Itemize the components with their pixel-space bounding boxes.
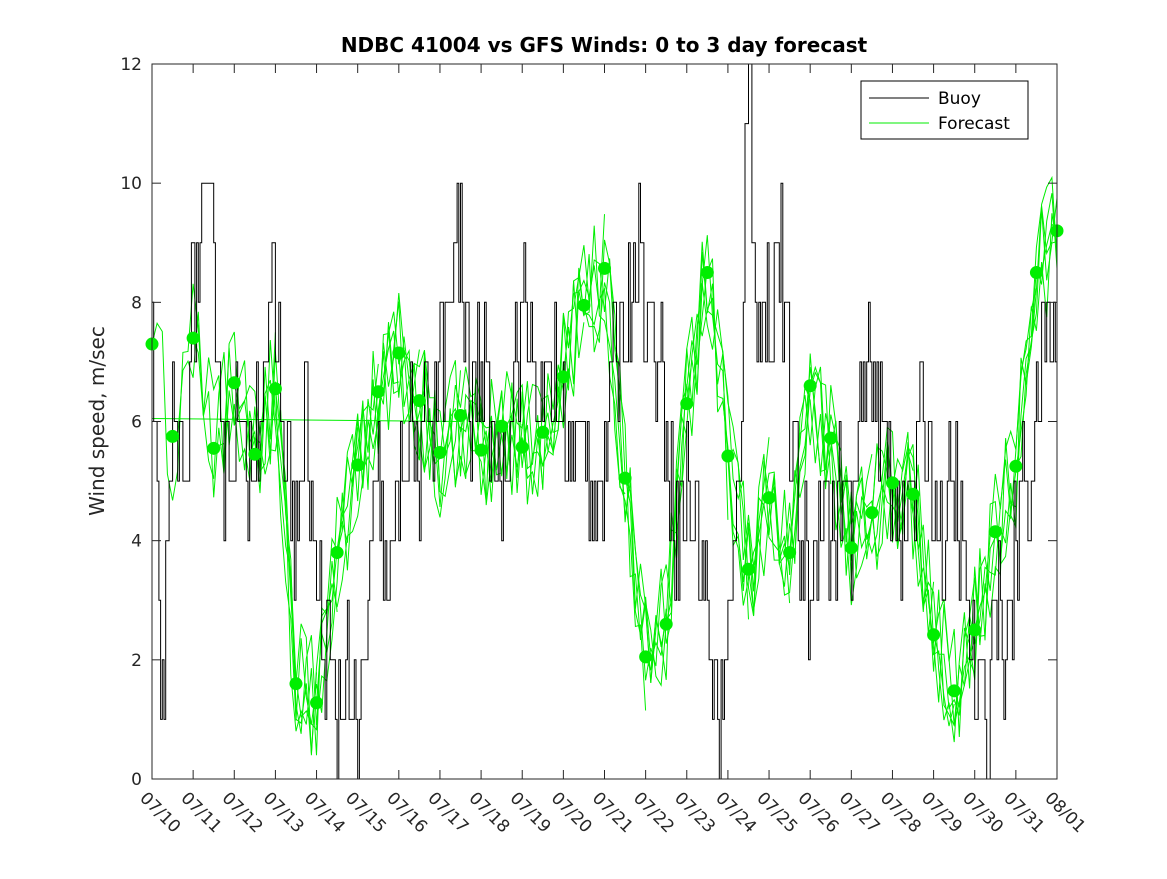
forecast-trace — [994, 175, 1058, 544]
forecast-marker — [392, 346, 406, 360]
forecast-trace — [542, 245, 667, 661]
forecast-trace — [254, 363, 379, 731]
legend-forecast-label: Forecast — [938, 114, 1010, 134]
forecast-trace — [727, 353, 852, 616]
forecast-marker — [885, 476, 899, 490]
forecast-marker — [454, 409, 468, 423]
forecast-marker — [598, 261, 611, 275]
forecast-marker — [824, 431, 838, 445]
forecast-marker — [166, 429, 180, 443]
y-tick-label: 8 — [131, 293, 142, 313]
forecast-marker — [289, 677, 303, 691]
forecast-marker — [351, 458, 365, 472]
forecast-marker — [1029, 266, 1043, 280]
forecast-marker — [618, 471, 632, 485]
forecast-marker — [700, 266, 714, 280]
forecast-marker — [988, 525, 1002, 539]
forecast-marker — [783, 546, 797, 560]
legend: Buoy Forecast — [860, 80, 1029, 140]
forecast-marker — [186, 331, 200, 345]
forecast-marker — [515, 440, 529, 454]
forecast-trace — [830, 438, 955, 727]
forecast-trace — [151, 283, 276, 501]
forecast-marker — [310, 696, 324, 710]
forecast-trace — [378, 330, 503, 508]
forecast-marker — [248, 447, 262, 461]
plot-area — [145, 63, 1064, 780]
forecast-marker — [947, 684, 961, 698]
forecast-marker — [227, 376, 241, 390]
buoy-line — [152, 63, 1058, 780]
forecast-marker — [906, 487, 920, 501]
forecast-trace — [953, 213, 1058, 709]
forecast-trace — [172, 311, 297, 684]
forecast-marker — [927, 628, 941, 642]
forecast-marker — [577, 298, 591, 312]
forecast-marker — [1009, 459, 1023, 473]
forecast-marker — [412, 394, 426, 408]
forecast-trace — [521, 254, 647, 711]
forecast-marker — [659, 617, 673, 631]
forecast-marker — [803, 379, 817, 393]
forecast-marker — [680, 397, 694, 411]
forecast-marker — [556, 370, 570, 384]
forecast-marker — [721, 449, 735, 463]
forecast-marker — [330, 546, 344, 560]
y-axis-label: Wind speed, m/sec — [85, 326, 109, 516]
forecast-trace — [336, 330, 461, 553]
y-tick-label: 2 — [131, 651, 142, 671]
legend-box — [860, 80, 1029, 140]
forecast-trace — [213, 347, 338, 725]
forecast-marker — [844, 541, 858, 555]
forecast-marker — [433, 445, 447, 459]
forecast-marker — [536, 425, 550, 439]
forecast-marker — [474, 443, 488, 457]
forecast-marker — [207, 441, 221, 455]
y-tick-label: 4 — [131, 532, 142, 552]
forecast-marker — [741, 562, 755, 576]
y-tick-label: 12 — [120, 55, 142, 75]
forecast-marker — [268, 382, 282, 396]
forecast-trace — [686, 251, 811, 606]
forecast-marker — [968, 623, 982, 637]
y-tick-label: 0 — [131, 770, 142, 790]
forecast-trace — [974, 197, 1058, 631]
legend-buoy-label: Buoy — [938, 89, 981, 109]
y-tick-label: 6 — [131, 413, 142, 433]
forecast-trace — [295, 311, 420, 756]
chart-title: NDBC 41004 vs GFS Winds: 0 to 3 day fore… — [341, 33, 868, 57]
forecast-trace — [418, 366, 544, 495]
forecast-marker — [762, 491, 776, 505]
forecast-marker — [639, 650, 653, 664]
forecast-marker — [865, 506, 879, 520]
forecast-marker — [495, 419, 509, 433]
forecast-marker — [371, 385, 385, 399]
y-tick-label: 10 — [120, 174, 142, 194]
forecast-trace — [892, 444, 1017, 726]
